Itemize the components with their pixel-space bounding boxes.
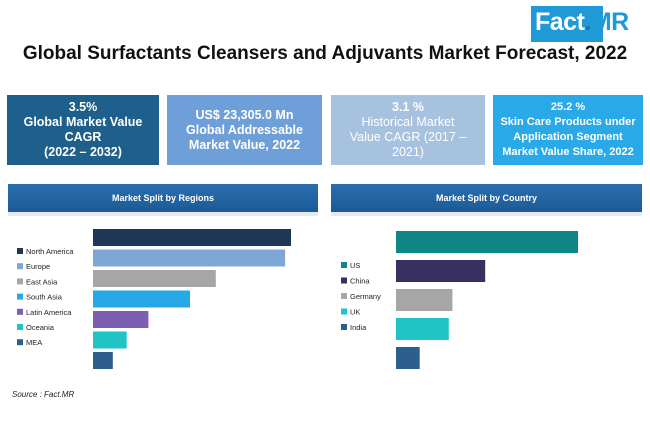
- logo-text: Fact.MR: [535, 8, 629, 36]
- logo-background: [531, 6, 603, 42]
- legend-swatch: [17, 263, 23, 270]
- legend-label: Oceania: [26, 323, 55, 332]
- legend-swatch: [17, 293, 23, 300]
- bar-us: [396, 231, 578, 253]
- kpi-value: 3.1 %: [392, 100, 424, 114]
- legend-label: MEA: [26, 338, 42, 347]
- kpi-value: 3.5%: [68, 100, 98, 114]
- kpi-card-market-value: US$ 23,305.0 Mn Global Addressable Marke…: [167, 95, 322, 165]
- kpi-label-line: Market Value Share, 2022: [502, 146, 634, 158]
- bar-europe: [93, 249, 286, 267]
- legend-swatch: [341, 324, 347, 330]
- legend-label: US: [350, 261, 360, 270]
- regions-panel-rule: [8, 212, 318, 216]
- kpi-label-line: Market Value, 2022: [188, 137, 301, 152]
- kpi-label-line: (2022 – 2032): [44, 145, 122, 159]
- legend-swatch: [341, 277, 347, 284]
- bar-south-asia: [93, 290, 190, 308]
- page-title: Global Surfactants Cleansers and Adjuvan…: [22, 43, 628, 64]
- kpi-card-skin-care-share: 25.2 % Skin Care Products under Applicat…: [493, 95, 643, 165]
- legend-label: Germany: [350, 292, 381, 301]
- legend-swatch: [341, 308, 347, 315]
- source-note: Source : Fact.MR: [12, 390, 75, 399]
- bar-oceania: [93, 331, 127, 349]
- kpi-label-line: Global Market Value: [23, 115, 143, 129]
- bar-north-america: [93, 229, 291, 246]
- legend-swatch: [17, 324, 23, 330]
- kpi-card-cagr: 3.5% Global Market Value CAGR (2022 – 20…: [7, 95, 159, 165]
- bar-mea: [93, 352, 113, 369]
- legend-swatch: [17, 339, 23, 346]
- kpi-label-line: 2021): [392, 145, 424, 159]
- country-panel-rule: [331, 212, 642, 216]
- legend-swatch: [341, 293, 347, 299]
- bar-east-asia: [93, 270, 216, 287]
- legend-swatch: [17, 278, 23, 285]
- legend-label: Europe: [26, 262, 50, 271]
- legend-label: UK: [350, 308, 360, 317]
- legend-label: India: [350, 323, 367, 332]
- bar-india: [396, 347, 420, 369]
- legend-swatch: [341, 262, 347, 268]
- kpi-value: 25.2 %: [550, 101, 586, 113]
- legend-label: Latin America: [26, 308, 72, 317]
- kpi-label-line: Skin Care Products under: [500, 116, 636, 128]
- kpi-label-line: Value CAGR (2017 –: [349, 130, 467, 144]
- bar-latin-america: [93, 311, 149, 328]
- legend-swatch: [17, 248, 23, 254]
- regions-panel-header: Market Split by Regions: [8, 184, 318, 212]
- kpi-value: US$ 23,305.0 Mn: [195, 107, 294, 122]
- bar-germany: [396, 289, 453, 311]
- bar-uk: [396, 318, 449, 340]
- kpi-label-line: Historical Market: [361, 115, 455, 129]
- country-panel-header: Market Split by Country: [331, 184, 642, 212]
- kpi-label-line: Application Segment: [513, 131, 623, 143]
- legend-label: East Asia: [26, 277, 58, 286]
- kpi-label-line: Global Addressable: [186, 122, 303, 137]
- legend-label: China: [350, 277, 370, 286]
- fact-mr-logo: Fact.MR: [531, 6, 643, 42]
- kpi-card-historical-cagr: 3.1 % Historical Market Value CAGR (2017…: [331, 95, 485, 165]
- legend-label: North America: [26, 247, 74, 256]
- kpi-label-line: CAGR: [64, 130, 102, 144]
- legend-swatch: [17, 308, 23, 315]
- bar-china: [396, 260, 486, 282]
- legend-label: South Asia: [26, 293, 63, 302]
